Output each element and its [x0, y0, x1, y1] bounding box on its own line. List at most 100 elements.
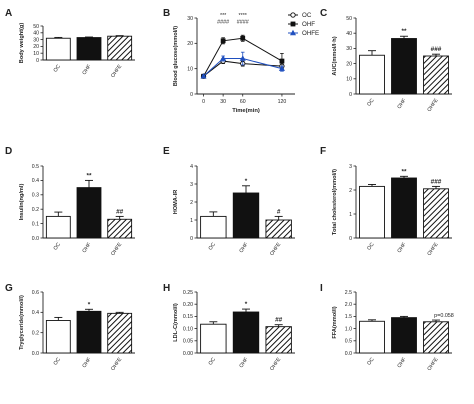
y-tick-label: 0.5	[32, 164, 39, 170]
y-tick-label: 1	[349, 212, 352, 218]
bar-ohfe	[107, 312, 133, 354]
panel-h: H 0.00 0.05 0.10 0.15 0.20 0.25 LDL-C(mmol/l) OC…	[163, 283, 295, 372]
legend-label: OHF	[302, 21, 315, 28]
panel-letter: C	[320, 8, 327, 19]
bar-ohf	[232, 192, 260, 239]
y-tick-label: 0.00	[183, 351, 193, 357]
y-tick-label: 0.5	[345, 339, 352, 345]
significance-label: *	[245, 301, 248, 308]
y-tick-label: 0.10	[183, 326, 193, 332]
y-tick-label: 30	[346, 46, 352, 52]
category-label: OHFE	[110, 241, 123, 257]
bar-ohf	[391, 317, 417, 354]
significance-label: ##	[116, 208, 124, 215]
bar-oc	[45, 215, 71, 239]
y-tick-label: 2.0	[345, 302, 352, 308]
significance-label: ####	[237, 20, 249, 26]
y-tick-label: 10	[187, 66, 193, 72]
y-tick-label: 0.2	[32, 207, 39, 213]
y-tick-label: 2	[190, 200, 193, 206]
y-axis-label: Total cholesterol(mmol/l)	[332, 169, 338, 235]
data-point	[220, 38, 226, 44]
data-point	[278, 65, 285, 71]
category-label: OHFE	[426, 241, 439, 257]
significance-label: **	[87, 172, 92, 179]
y-tick-label: 0.1	[32, 221, 39, 227]
y-tick-label: 2	[349, 188, 352, 194]
series-line	[203, 37, 283, 77]
category-label: OHF	[396, 98, 407, 110]
bar-oc	[45, 320, 71, 354]
y-tick-label: 0.0	[32, 236, 39, 242]
significance-label: **	[402, 168, 407, 175]
y-axis-label: Tryglyceride(mmol/l)	[19, 295, 25, 350]
y-tick-label: 0	[36, 58, 39, 64]
panel-letter: H	[163, 283, 170, 294]
category-label: OC	[53, 63, 63, 73]
legend-marker	[290, 12, 296, 18]
y-axis-label: Body weight(g)	[19, 23, 25, 64]
bar-ohfe	[107, 218, 133, 239]
bar-ohfe	[107, 35, 133, 61]
x-axis-label: Time(min)	[232, 108, 260, 114]
legend-marker	[290, 21, 296, 27]
y-tick-label: 0.6	[32, 290, 39, 296]
panel-letter: I	[320, 283, 323, 294]
bar-ohf	[76, 187, 102, 239]
y-axis-label: Blood glucose(mmol/l)	[173, 26, 179, 86]
y-tick-label: 0.2	[32, 330, 39, 336]
y-tick-label: 1.5	[345, 314, 352, 320]
bar-ohf	[76, 310, 102, 354]
y-tick-label: 40	[33, 31, 39, 37]
y-tick-label: 0	[190, 236, 193, 242]
panel-letter: G	[5, 283, 13, 294]
category-label: OHF	[238, 357, 249, 369]
bar-ohfe	[265, 219, 292, 239]
data-point	[279, 58, 285, 64]
bar-ohf	[76, 37, 102, 61]
y-tick-label: 0.20	[183, 302, 193, 308]
category-label: OHF	[396, 242, 407, 254]
category-label: OC	[208, 356, 218, 366]
y-tick-label: 0.05	[183, 339, 193, 345]
data-point	[220, 55, 227, 61]
panel-letter: D	[5, 146, 12, 157]
panel-letter: E	[163, 146, 170, 157]
y-tick-label: 0.0	[32, 351, 39, 357]
y-tick-label: 0	[349, 236, 352, 242]
x-tick-label: 30	[220, 99, 226, 105]
y-tick-label: 0.3	[32, 193, 39, 199]
significance-label: *	[88, 301, 91, 308]
significance-label: ###	[431, 178, 442, 185]
panel-i: I 0.0 0.5 1.0 1.5 2.0 2.5 FFA(mmol/l) OC OHF p=0.0…	[320, 283, 454, 372]
significance-label: ****	[239, 13, 248, 19]
bar-ohfe	[423, 55, 449, 95]
category-label: OHFE	[269, 356, 282, 372]
y-axis-label: HOMA-IR	[173, 190, 179, 215]
y-tick-label: 0	[190, 92, 193, 98]
legend-label: OHFE	[302, 30, 319, 37]
category-label: OHF	[81, 242, 92, 254]
significance-label: ####	[217, 20, 229, 26]
significance-label: ##	[275, 317, 283, 324]
category-label: OC	[208, 241, 218, 251]
y-tick-label: 0.25	[183, 290, 193, 296]
bar-oc	[200, 215, 227, 239]
y-tick-label: 40	[346, 31, 352, 37]
y-tick-label: 0	[349, 92, 352, 98]
bar-oc	[359, 54, 385, 95]
y-tick-label: 4	[190, 164, 193, 170]
category-label: OC	[53, 241, 63, 251]
y-tick-label: 3	[349, 164, 352, 170]
bar-oc	[200, 323, 227, 354]
significance-label: #	[277, 208, 281, 215]
series-line	[203, 60, 282, 77]
panel-d: D 0.0 0.1 0.2 0.3 0.4 0.5 Insulin(ng/ml) OC ** OHF…	[5, 146, 135, 257]
category-label: OHFE	[426, 97, 439, 113]
data-point	[240, 35, 246, 41]
y-tick-label: 0.0	[345, 351, 352, 357]
y-axis-label: LDL-C(mmol/l)	[173, 303, 179, 342]
significance-label: *	[245, 178, 248, 185]
